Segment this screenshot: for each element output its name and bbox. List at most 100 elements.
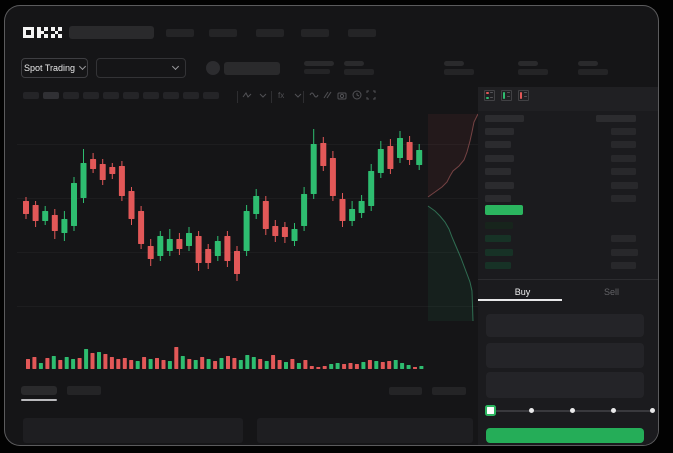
ask-row[interactable] bbox=[611, 181, 638, 189]
camera-icon[interactable] bbox=[337, 90, 347, 100]
depth-chart bbox=[427, 113, 479, 322]
candle bbox=[32, 201, 39, 227]
tab-sell[interactable]: Sell bbox=[567, 283, 656, 301]
ask-row[interactable] bbox=[611, 128, 636, 135]
buy-submit-button[interactable] bbox=[486, 428, 644, 443]
ask-row[interactable] bbox=[485, 141, 511, 149]
timeframe-placeholder[interactable] bbox=[43, 92, 59, 99]
stat-value-placeholder bbox=[344, 69, 374, 75]
nav-item-placeholder[interactable] bbox=[348, 29, 376, 37]
slider-step-dot[interactable] bbox=[611, 408, 616, 413]
bottom-tab-active-placeholder[interactable] bbox=[21, 386, 57, 395]
clock-icon[interactable] bbox=[352, 90, 362, 100]
orderbook-header-placeholder[interactable] bbox=[485, 115, 524, 122]
timeframe-placeholder[interactable] bbox=[163, 92, 179, 99]
timeframe-placeholder[interactable] bbox=[23, 92, 39, 99]
volume-bar bbox=[167, 361, 172, 369]
ask-row[interactable] bbox=[611, 168, 636, 176]
slider-handle[interactable] bbox=[485, 405, 496, 416]
bottom-action-placeholder[interactable] bbox=[432, 387, 466, 395]
app-window: Spot Trading bbox=[4, 5, 659, 446]
stat-label-placeholder bbox=[344, 61, 364, 66]
ask-row[interactable] bbox=[611, 141, 636, 149]
slider-step-dot[interactable] bbox=[570, 408, 575, 413]
candle bbox=[339, 193, 346, 227]
nav-item-placeholder[interactable] bbox=[301, 29, 329, 37]
spot-trading-dropdown[interactable]: Spot Trading bbox=[21, 58, 88, 78]
chevron-down-icon[interactable] bbox=[258, 90, 268, 100]
nav-item-placeholder[interactable] bbox=[166, 29, 194, 37]
search-input[interactable] bbox=[69, 26, 154, 39]
bid-row[interactable] bbox=[485, 222, 513, 229]
price-field[interactable] bbox=[486, 314, 644, 337]
draw-lines-icon[interactable] bbox=[322, 90, 332, 100]
ask-row[interactable] bbox=[485, 181, 514, 189]
stat-label-placeholder bbox=[578, 61, 598, 66]
bid-row[interactable] bbox=[485, 248, 513, 256]
candle bbox=[243, 205, 250, 256]
ask-row[interactable] bbox=[611, 154, 636, 162]
candle bbox=[234, 246, 240, 281]
timeframe-placeholder[interactable] bbox=[123, 92, 139, 99]
candle bbox=[358, 195, 365, 218]
timeframe-placeholder[interactable] bbox=[103, 92, 119, 99]
volume-bar bbox=[303, 360, 308, 369]
candle bbox=[118, 161, 125, 201]
book-bids-icon[interactable] bbox=[501, 90, 512, 101]
ask-row[interactable] bbox=[485, 128, 514, 135]
stat-value-placeholder bbox=[444, 69, 474, 75]
ask-row[interactable] bbox=[485, 168, 511, 176]
wave-icon[interactable] bbox=[309, 90, 319, 100]
book-both-icon[interactable] bbox=[484, 90, 495, 101]
ask-row[interactable] bbox=[611, 195, 636, 202]
panel-divider bbox=[478, 279, 658, 280]
timeframe-placeholder[interactable] bbox=[143, 92, 159, 99]
bottom-tab-placeholder[interactable] bbox=[67, 386, 101, 395]
slider-step-dot[interactable] bbox=[650, 408, 655, 413]
amount-field[interactable] bbox=[486, 343, 644, 368]
nav-item-placeholder[interactable] bbox=[256, 29, 284, 37]
nav-item-placeholder[interactable] bbox=[209, 29, 237, 37]
timeframe-placeholder[interactable] bbox=[63, 92, 79, 99]
tab-buy[interactable]: Buy bbox=[478, 283, 567, 301]
slider-step-dot[interactable] bbox=[529, 408, 534, 413]
volume-bar bbox=[90, 353, 95, 369]
bid-row[interactable] bbox=[611, 248, 638, 256]
volume-bar bbox=[374, 361, 379, 369]
chevron-down-icon[interactable] bbox=[293, 90, 303, 100]
volume-bar bbox=[58, 360, 63, 369]
volume-bar bbox=[155, 358, 159, 369]
bottom-tab-underline bbox=[21, 399, 57, 401]
indicator-fx-icon[interactable]: fx bbox=[277, 90, 287, 100]
volume-bar bbox=[174, 347, 179, 369]
orderbook-header-placeholder[interactable] bbox=[596, 115, 636, 122]
bid-row[interactable] bbox=[611, 262, 636, 270]
bid-row[interactable] bbox=[485, 235, 511, 243]
fullscreen-icon[interactable] bbox=[366, 90, 376, 100]
zigzag-line-icon[interactable] bbox=[242, 90, 252, 100]
volume-bar bbox=[245, 355, 250, 369]
spot-trading-label: Spot Trading bbox=[23, 63, 76, 73]
coin-avatar bbox=[206, 61, 220, 75]
timeframe-placeholder[interactable] bbox=[183, 92, 199, 99]
bid-row[interactable] bbox=[611, 235, 636, 243]
timeframe-placeholder[interactable] bbox=[203, 92, 219, 99]
candlestick-chart[interactable] bbox=[17, 111, 429, 346]
ask-row[interactable] bbox=[485, 195, 511, 202]
stat-label-placeholder bbox=[444, 61, 464, 66]
last-price-badge[interactable] bbox=[485, 205, 523, 215]
ask-row[interactable] bbox=[485, 154, 514, 162]
bid-row[interactable] bbox=[485, 262, 511, 270]
total-field[interactable] bbox=[486, 372, 644, 398]
pair-select-dropdown[interactable] bbox=[96, 58, 186, 78]
volume-bar bbox=[309, 366, 314, 369]
tab-active-underline bbox=[478, 299, 562, 301]
bottom-action-placeholder[interactable] bbox=[389, 387, 422, 395]
volume-bar bbox=[97, 352, 101, 369]
book-asks-icon[interactable] bbox=[518, 90, 529, 101]
okx-logo-icon[interactable] bbox=[23, 27, 62, 38]
logo-x bbox=[51, 27, 62, 38]
volume-bar bbox=[258, 359, 263, 369]
timeframe-placeholder[interactable] bbox=[83, 92, 99, 99]
candle bbox=[176, 233, 183, 255]
